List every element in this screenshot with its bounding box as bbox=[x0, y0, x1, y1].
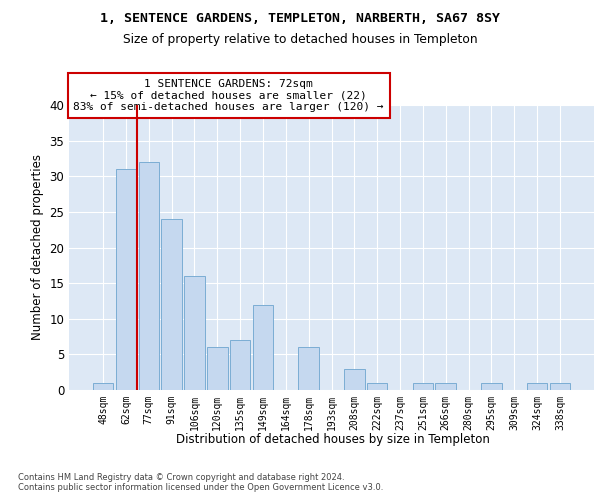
Text: Contains HM Land Registry data © Crown copyright and database right 2024.: Contains HM Land Registry data © Crown c… bbox=[18, 472, 344, 482]
Bar bbox=[184, 276, 205, 390]
Bar bbox=[207, 347, 227, 390]
Text: Distribution of detached houses by size in Templeton: Distribution of detached houses by size … bbox=[176, 432, 490, 446]
Bar bbox=[161, 219, 182, 390]
Text: Contains public sector information licensed under the Open Government Licence v3: Contains public sector information licen… bbox=[18, 484, 383, 492]
Text: 1 SENTENCE GARDENS: 72sqm
← 15% of detached houses are smaller (22)
83% of semi-: 1 SENTENCE GARDENS: 72sqm ← 15% of detac… bbox=[73, 79, 384, 112]
Bar bbox=[93, 383, 113, 390]
Bar bbox=[139, 162, 159, 390]
Text: Size of property relative to detached houses in Templeton: Size of property relative to detached ho… bbox=[122, 32, 478, 46]
Bar bbox=[436, 383, 456, 390]
Bar bbox=[344, 368, 365, 390]
Bar bbox=[230, 340, 250, 390]
Y-axis label: Number of detached properties: Number of detached properties bbox=[31, 154, 44, 340]
Bar bbox=[481, 383, 502, 390]
Bar bbox=[298, 347, 319, 390]
Text: 1, SENTENCE GARDENS, TEMPLETON, NARBERTH, SA67 8SY: 1, SENTENCE GARDENS, TEMPLETON, NARBERTH… bbox=[100, 12, 500, 26]
Bar bbox=[253, 304, 273, 390]
Bar bbox=[413, 383, 433, 390]
Bar bbox=[367, 383, 388, 390]
Bar bbox=[550, 383, 570, 390]
Bar bbox=[116, 169, 136, 390]
Bar bbox=[527, 383, 547, 390]
